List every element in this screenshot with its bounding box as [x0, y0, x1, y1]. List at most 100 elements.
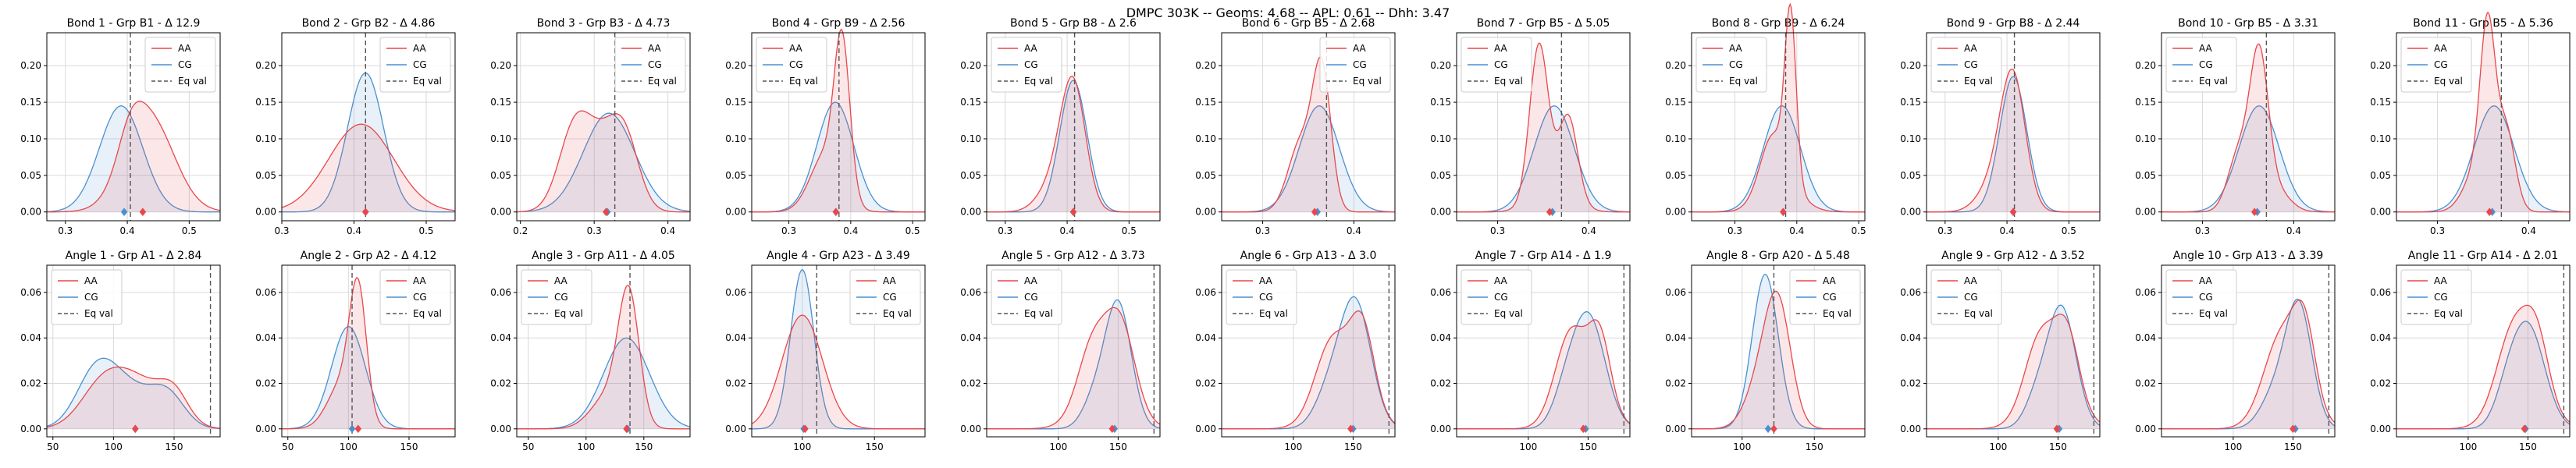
legend-eq-val-label: Eq val — [1729, 76, 1758, 87]
panel-4: Bond 4 - Grp B9 - Δ 2.56 0.00 0.05 0.10 0.15… — [725, 17, 926, 236]
cg-distribution-fill — [1457, 311, 1630, 429]
legend-cg-label: CG — [1024, 59, 1038, 70]
cg-distribution-fill — [517, 113, 690, 212]
legend-eq-val-label: Eq val — [84, 308, 113, 319]
x-tick-label: 100 — [1733, 441, 1751, 452]
x-tick-label: 100 — [1049, 441, 1067, 452]
y-tick-label: 0.05 — [1665, 170, 1686, 181]
legend-cg-label: CG — [1964, 59, 1978, 70]
cg-distribution-fill — [282, 326, 455, 429]
legend-box — [614, 37, 686, 93]
legend: AA CG Eq val — [2400, 37, 2472, 93]
cg-distribution-fill — [1222, 105, 1395, 212]
y-tick-label: 0.02 — [490, 378, 511, 389]
aa-mean-marker — [1311, 207, 1318, 217]
x-tick-label: 0.5 — [1122, 225, 1137, 236]
legend: AA CG Eq val — [991, 269, 1062, 325]
y-tick-label: 0.02 — [2370, 378, 2391, 389]
aa-distribution-fill — [2396, 12, 2570, 212]
y-tick-label: 0.15 — [725, 97, 746, 108]
panels-grid: Bond 1 - Grp B1 - Δ 12.9 0.00 0.05 0.10 0.15… — [20, 2, 2571, 452]
y-tick-label: 0.15 — [960, 97, 981, 108]
cg-distribution-line — [46, 357, 221, 430]
cg-mean-marker — [1764, 424, 1772, 434]
x-tick-label: 0.4 — [1789, 225, 1804, 236]
legend-aa-label: AA — [1964, 43, 1978, 54]
cg-distribution-fill — [282, 73, 455, 212]
aa-distribution-line — [2396, 12, 2570, 213]
legend: AA CG Eq val — [2165, 269, 2237, 325]
aa-distribution-fill — [2161, 300, 2335, 429]
aa-distribution-line — [1927, 314, 2101, 430]
aa-mean-marker — [2290, 424, 2297, 434]
aa-distribution-fill — [1457, 43, 1630, 212]
y-tick-label: 0.15 — [255, 97, 276, 108]
axes-frame — [2161, 32, 2336, 222]
x-tick-label: 0.5 — [1852, 225, 1866, 236]
y-tick-label: 0.00 — [725, 207, 746, 218]
panel-title: Bond 3 - Grp B3 - Δ 4.73 — [537, 17, 671, 30]
aa-distribution-fill — [517, 111, 690, 212]
legend: AA CG Eq val — [614, 37, 686, 93]
aa-mean-marker — [139, 207, 147, 217]
legend-cg-label: CG — [883, 292, 897, 303]
y-tick-label: 0.20 — [1900, 60, 1921, 71]
legend-aa-label: AA — [413, 43, 427, 54]
panel-title: Bond 8 - Grp B9 - Δ 6.24 — [1712, 17, 1845, 30]
y-tick-label: 0.02 — [960, 378, 981, 389]
legend-eq-val-label: Eq val — [883, 308, 912, 319]
y-tick-label: 0.02 — [2135, 378, 2156, 389]
panel-title: Angle 9 - Grp A12 - Δ 3.52 — [1941, 250, 2085, 262]
legend: AA CG Eq val — [521, 269, 592, 325]
aa-distribution-line — [1222, 310, 1396, 430]
aa-distribution-line — [517, 110, 690, 213]
legend-box — [991, 269, 1062, 325]
x-tick-label: 0.4 — [1582, 225, 1596, 236]
y-tick-label: 0.02 — [1430, 378, 1451, 389]
axes-frame — [1456, 32, 1631, 222]
y-tick-label: 0.04 — [1900, 332, 1921, 343]
legend-box — [2165, 37, 2237, 93]
legend-eq-val-label: Eq val — [2199, 308, 2228, 319]
x-tick-label: 100 — [105, 441, 123, 452]
aa-distribution-fill — [1927, 69, 2100, 212]
y-tick-label: 0.05 — [20, 170, 41, 181]
legend-aa-label: AA — [789, 43, 803, 54]
aa-distribution-line — [46, 366, 221, 429]
panel-6: Bond 6 - Grp B5 - Δ 2.68 0.00 0.05 0.10 0.15… — [1195, 17, 1396, 236]
aa-mean-marker — [1770, 424, 1777, 434]
panel-11: Bond 11 - Grp B5 - Δ 5.36 0.00 0.05 0.10 0.1… — [2370, 12, 2571, 236]
axes-frame — [2161, 264, 2336, 438]
axes-frame — [1926, 264, 2101, 438]
y-tick-label: 0.00 — [20, 207, 41, 218]
legend-eq-val-label: Eq val — [789, 76, 818, 87]
y-tick-label: 0.20 — [2370, 60, 2391, 71]
cg-distribution-fill — [1692, 274, 1865, 429]
y-tick-label: 0.04 — [490, 332, 511, 343]
y-tick-label: 0.15 — [1195, 97, 1216, 108]
legend-cg-label: CG — [1259, 292, 1273, 303]
x-tick-label: 150 — [2284, 441, 2302, 452]
panel-1: Bond 1 - Grp B1 - Δ 12.9 0.00 0.05 0.10 0.15… — [20, 17, 221, 236]
panel-title: Bond 2 - Grp B2 - Δ 4.86 — [302, 17, 436, 30]
legend-aa-label: AA — [178, 43, 192, 54]
legend: AA CG Eq val — [379, 269, 451, 325]
legend-box — [1789, 269, 1861, 325]
x-tick-label: 50 — [282, 441, 294, 452]
legend-box — [1695, 37, 1767, 93]
legend: AA CG Eq val — [1461, 269, 1532, 325]
cg-mean-marker — [348, 424, 356, 434]
aa-distribution-line — [281, 123, 456, 211]
panel-title: Angle 6 - Grp A13 - Δ 3.0 — [1240, 250, 1377, 262]
panel-22: Angle 11 - Grp A14 - Δ 2.01 0.00 0.02 0.04 0… — [2370, 250, 2571, 452]
y-tick-label: 0.05 — [2135, 170, 2156, 181]
legend-cg-label: CG — [84, 292, 98, 303]
y-tick-label: 0.04 — [255, 332, 276, 343]
axes-frame — [751, 32, 926, 222]
legend: AA CG Eq val — [849, 269, 921, 325]
legend-box — [2165, 269, 2237, 325]
x-tick-label: 0.3 — [2430, 225, 2445, 236]
y-tick-label: 0.15 — [1430, 97, 1451, 108]
x-tick-label: 150 — [2049, 441, 2067, 452]
y-tick-label: 0.20 — [1665, 60, 1686, 71]
